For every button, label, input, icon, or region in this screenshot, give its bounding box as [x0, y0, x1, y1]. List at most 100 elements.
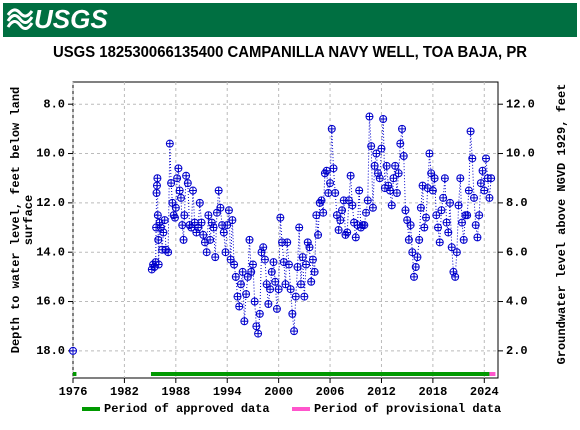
data-point [260, 255, 269, 264]
data-point [404, 235, 413, 244]
y2-tick-label: 12.0 [506, 97, 535, 111]
data-point [440, 174, 449, 183]
period-bar [489, 372, 496, 376]
data-point [174, 164, 183, 173]
data-point [209, 223, 218, 232]
data-point [259, 243, 268, 252]
x-tick-label: 1982 [110, 385, 139, 399]
data-point [447, 243, 456, 252]
data-point [243, 272, 252, 281]
data-point [281, 280, 290, 289]
data-point [319, 208, 328, 217]
data-point [219, 228, 228, 237]
data-point [182, 171, 191, 180]
data-point [173, 174, 182, 183]
data-point [382, 161, 391, 170]
x-tick-label: 1976 [59, 385, 88, 399]
data-point [284, 260, 293, 269]
data-point [211, 253, 220, 262]
data-point [262, 280, 271, 289]
data-point [384, 181, 393, 190]
data-point [434, 223, 443, 232]
data-point [195, 198, 204, 207]
data-point [466, 127, 475, 136]
data-point [394, 169, 403, 178]
data-point [468, 154, 477, 163]
period-bar [73, 372, 77, 376]
data-point [171, 203, 180, 212]
data-point [288, 309, 297, 318]
y-tick-label: 10.0 [36, 147, 65, 161]
data-point [233, 292, 242, 301]
data-point [224, 206, 233, 215]
data-point [194, 223, 203, 232]
data-point [216, 203, 225, 212]
data-point [240, 317, 249, 326]
data-point [428, 186, 437, 195]
data-point [165, 139, 174, 148]
data-point [255, 309, 264, 318]
data-point [351, 233, 360, 242]
data-point [420, 223, 429, 232]
x-tick-label: 2018 [418, 385, 447, 399]
data-point [410, 272, 419, 281]
data-point [154, 235, 163, 244]
data-point [343, 228, 352, 237]
data-point [470, 193, 479, 202]
data-point [451, 272, 460, 281]
data-point [329, 164, 338, 173]
data-point [286, 285, 295, 294]
data-point [344, 196, 353, 205]
data-point [303, 238, 312, 247]
data-point [389, 174, 398, 183]
data-point [257, 248, 266, 257]
data-point [449, 267, 458, 276]
data-point [379, 115, 388, 123]
data-point [242, 290, 251, 299]
data-point [348, 201, 357, 210]
data-point [403, 216, 412, 225]
data-point [322, 166, 331, 175]
data-point [291, 292, 300, 301]
data-point [363, 196, 372, 205]
chart-title: USGS 182530066135400 CAMPANILLA NAVY WEL… [53, 44, 527, 61]
data-point [456, 174, 465, 183]
data-point [485, 193, 494, 202]
plot-area [72, 81, 499, 379]
data-point [475, 211, 484, 220]
data-point [452, 248, 461, 257]
x-tick-label: 1994 [213, 385, 242, 399]
data-point [167, 179, 176, 188]
data-point [170, 213, 179, 222]
data-point [238, 267, 247, 276]
data-point [214, 186, 223, 195]
data-point [334, 226, 343, 234]
data-point [212, 208, 221, 217]
data-point [308, 255, 317, 264]
data-point [199, 230, 208, 239]
data-point [302, 260, 311, 269]
data-point [458, 218, 467, 227]
data-point [235, 302, 244, 311]
y2-tick-label: 2.0 [506, 344, 528, 358]
data-point [175, 186, 184, 195]
data-point [399, 152, 408, 160]
data-point [362, 208, 371, 217]
data-point [332, 211, 341, 220]
data-point [355, 186, 364, 195]
data-point [295, 223, 304, 232]
data-point [168, 198, 177, 207]
data-point [413, 253, 422, 262]
data-point [411, 263, 420, 271]
data-point [396, 139, 405, 148]
data-point [283, 238, 292, 247]
data-point [480, 186, 489, 195]
data-point [408, 248, 417, 257]
data-point [152, 189, 161, 197]
data-point [387, 201, 396, 210]
data-point [245, 235, 254, 244]
y2-tick-label: 10.0 [506, 147, 535, 161]
data-point [360, 221, 369, 230]
data-point [296, 280, 305, 289]
data-point [190, 218, 199, 227]
